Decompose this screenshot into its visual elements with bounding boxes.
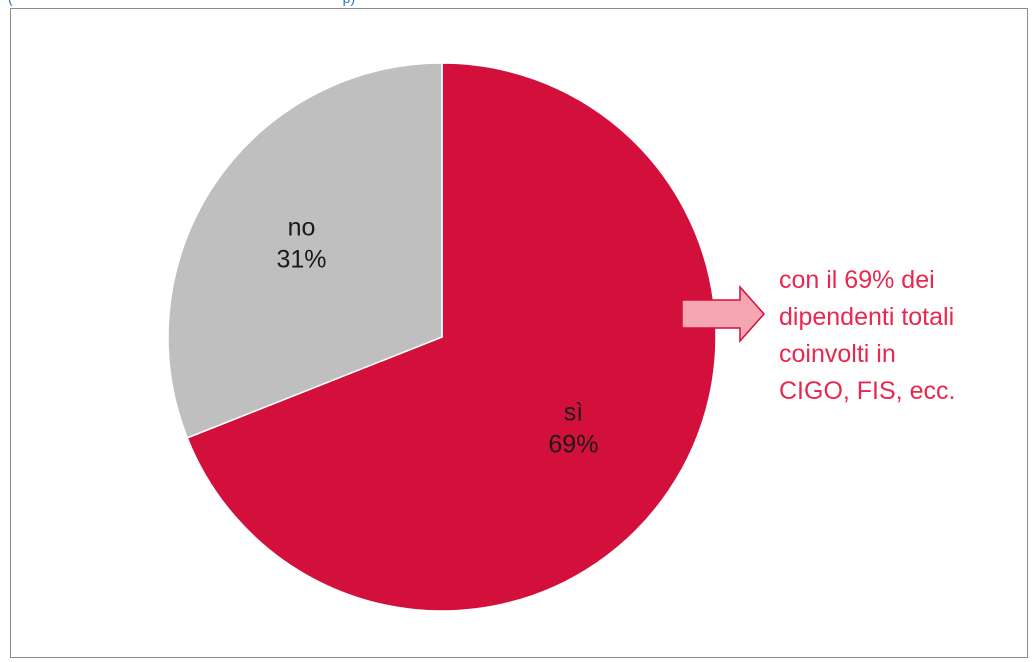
slice-label-name: no xyxy=(288,214,316,242)
slice-label-value: 31% xyxy=(276,246,326,274)
pie-slice-si xyxy=(186,62,717,612)
clipped-header-open: ( xyxy=(8,0,13,6)
slice-label-name: sì xyxy=(564,398,583,426)
clipped-header-text: ( p) xyxy=(8,0,355,8)
annotation-line: dipendenti totali xyxy=(779,303,954,331)
annotation-arrow xyxy=(681,285,766,343)
pie-slice-no xyxy=(167,62,443,439)
annotation-line: CIGO, FIS, ecc. xyxy=(779,377,955,405)
annotation-text: con il 69% dei dipendenti totali coinvolti… xyxy=(779,266,955,405)
clipped-header-mid: p xyxy=(343,0,351,6)
pie-slices xyxy=(167,62,717,612)
clipped-header-close: ) xyxy=(350,0,355,6)
right-arrow-icon xyxy=(681,285,766,343)
slice-label-value: 69% xyxy=(548,430,598,458)
annotation-line: coinvolti in xyxy=(779,340,896,368)
pie-labels: sì 69% no 31% xyxy=(276,214,598,459)
annotation-line: con il 69% dei xyxy=(779,266,935,294)
